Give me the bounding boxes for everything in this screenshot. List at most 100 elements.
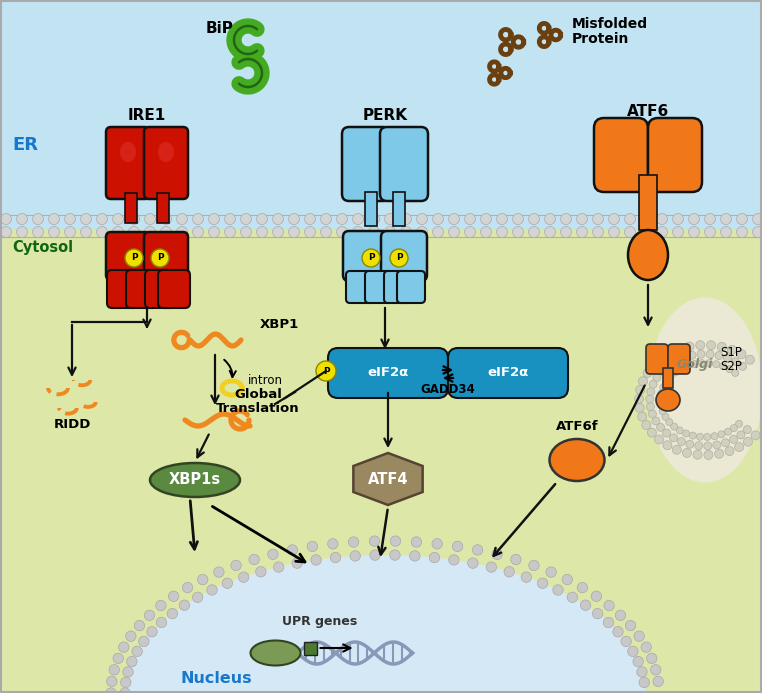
Circle shape [113,213,123,225]
Circle shape [225,213,235,225]
Bar [125,193,137,223]
Circle shape [168,591,179,602]
FancyBboxPatch shape [365,271,393,303]
Circle shape [139,636,149,647]
Circle shape [97,213,107,225]
Circle shape [670,434,677,442]
Circle shape [33,227,43,238]
Circle shape [241,227,251,238]
Text: ER: ER [12,136,38,154]
Circle shape [683,430,690,437]
Bar [393,192,405,226]
Circle shape [625,227,636,238]
Circle shape [433,213,443,225]
Circle shape [155,600,166,611]
Circle shape [643,369,652,378]
Circle shape [177,213,187,225]
Ellipse shape [251,640,300,665]
Circle shape [686,440,694,448]
Circle shape [433,227,443,238]
Circle shape [353,213,363,225]
Text: S2P: S2P [720,360,742,373]
Circle shape [123,667,133,677]
Circle shape [666,419,673,426]
Circle shape [417,213,427,225]
FancyBboxPatch shape [126,270,158,308]
Ellipse shape [549,439,604,481]
Circle shape [513,213,523,225]
Circle shape [721,227,732,238]
Circle shape [177,227,187,238]
Circle shape [156,617,167,628]
Circle shape [636,403,644,412]
Circle shape [578,582,588,593]
Circle shape [350,551,360,561]
Circle shape [744,437,752,446]
Circle shape [689,213,700,225]
Polygon shape [354,453,423,505]
Circle shape [273,227,283,238]
FancyBboxPatch shape [144,232,188,280]
Circle shape [634,631,645,642]
Circle shape [673,227,684,238]
Circle shape [604,600,614,611]
FancyBboxPatch shape [328,348,448,398]
Circle shape [257,213,267,225]
Circle shape [257,227,267,238]
Circle shape [653,374,661,381]
Circle shape [616,610,626,620]
Circle shape [362,249,380,267]
Circle shape [337,213,347,225]
Circle shape [724,354,732,362]
Circle shape [561,213,572,225]
Circle shape [17,213,27,225]
Circle shape [639,677,649,687]
Text: RIDD: RIDD [53,418,91,431]
Circle shape [385,213,395,225]
Circle shape [209,213,219,225]
Circle shape [641,227,652,238]
Circle shape [401,227,411,238]
Circle shape [81,213,91,225]
Bar [303,642,316,655]
Circle shape [696,341,705,350]
Circle shape [655,435,664,444]
Bar [663,368,673,388]
Text: BiP: BiP [206,21,234,36]
Circle shape [626,620,636,631]
Circle shape [658,389,665,396]
Circle shape [465,213,475,225]
Circle shape [521,572,532,582]
Circle shape [680,353,687,362]
Circle shape [411,537,421,547]
Circle shape [529,560,539,570]
Circle shape [179,600,190,611]
Circle shape [737,431,745,439]
Circle shape [663,429,671,437]
Circle shape [567,592,578,602]
Circle shape [704,450,713,459]
Circle shape [468,558,478,568]
Circle shape [167,608,178,619]
Text: P: P [368,254,374,263]
FancyBboxPatch shape [107,270,139,308]
Circle shape [529,213,539,225]
Circle shape [689,227,700,238]
Circle shape [109,665,120,675]
FancyBboxPatch shape [346,271,374,303]
Circle shape [706,350,714,358]
Circle shape [705,213,716,225]
Circle shape [715,351,723,360]
Circle shape [715,449,724,458]
Circle shape [659,407,666,414]
Circle shape [273,213,283,225]
Circle shape [691,360,698,367]
Circle shape [732,358,739,366]
Circle shape [621,636,632,647]
Circle shape [147,626,157,637]
Bar [0,230,762,693]
Circle shape [639,377,648,386]
Circle shape [545,213,555,225]
Circle shape [328,538,338,549]
Circle shape [638,412,647,421]
